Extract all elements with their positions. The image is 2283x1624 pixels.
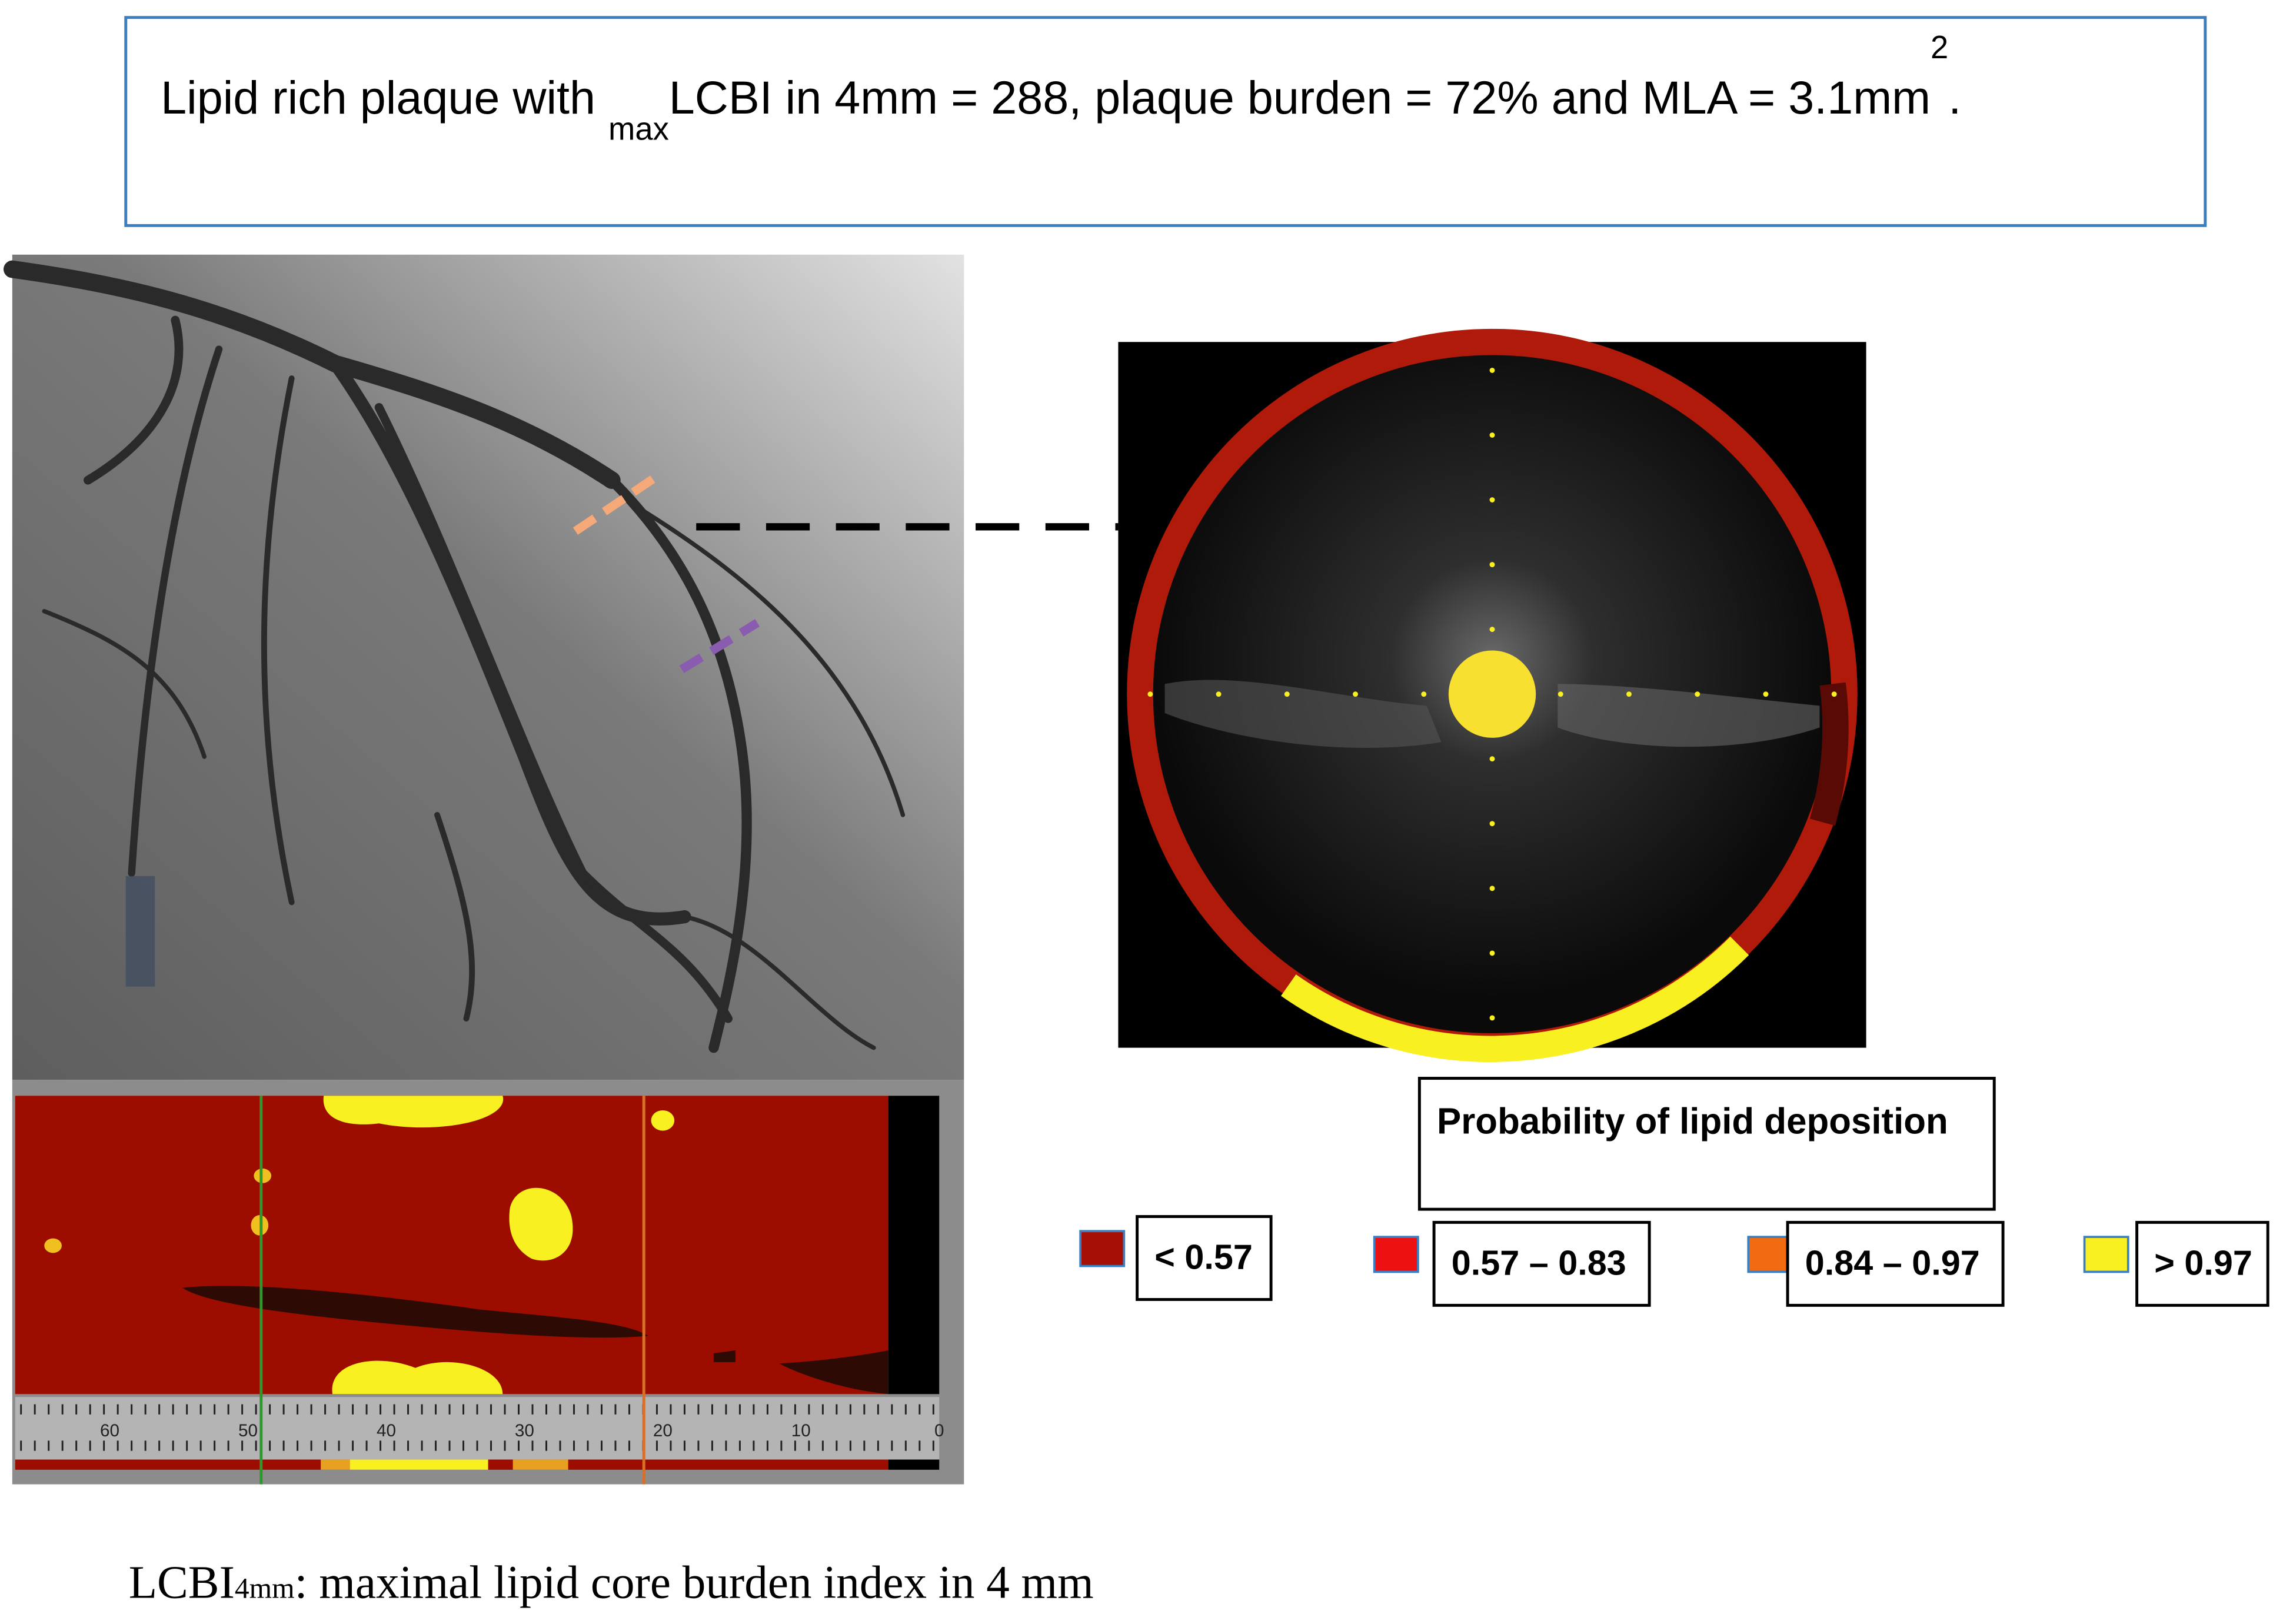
crosshair-dot <box>1489 756 1495 762</box>
crosshair-dot <box>1353 691 1358 697</box>
legend-swatch <box>1373 1236 1419 1273</box>
crosshair-dot <box>1489 627 1495 633</box>
legend-label: < 0.57 <box>1154 1237 1253 1277</box>
marker-orange <box>573 474 658 535</box>
legend-title: Probability of lipid deposition <box>1437 1101 1948 1142</box>
footnote-text: : maximal lipid core burden index in 4 m… <box>295 1556 1094 1608</box>
legend-label-box <box>1136 1215 1273 1301</box>
legend-label-box <box>1786 1220 2005 1307</box>
header-superscript: 2 <box>1931 29 1948 65</box>
crosshair-dot <box>1489 821 1495 827</box>
scale-label: 50 <box>238 1421 258 1440</box>
legend-swatch <box>1747 1236 1793 1273</box>
crosshair-dot <box>1626 691 1632 697</box>
scale-label: 0 <box>934 1421 944 1440</box>
scale-label: 30 <box>515 1421 534 1440</box>
header-box <box>124 16 2207 227</box>
crosshair-dot <box>1763 691 1769 697</box>
crosshair-dot <box>1489 950 1495 956</box>
scale-label: 40 <box>377 1421 396 1440</box>
crosshair-dot <box>1558 691 1563 697</box>
crosshair-dot <box>1284 691 1290 697</box>
crosshair-dot <box>1831 691 1837 697</box>
marker-purple <box>679 619 760 673</box>
legend-swatch <box>2083 1236 2129 1273</box>
header-text: Lipid rich plaque with <box>161 71 608 124</box>
crosshair-dot <box>1489 886 1495 891</box>
legend: < 0.57 0.57 – 0.83 0.84 – 0.97 > 0.97 <box>1079 1215 2269 1307</box>
crosshair-dot <box>1489 497 1495 502</box>
legend-label: 0.84 – 0.97 <box>1805 1243 1980 1282</box>
crosshair-dot <box>1489 562 1495 568</box>
scale-label: 60 <box>100 1421 119 1440</box>
legend-label-box <box>2135 1220 2269 1307</box>
ivus-image <box>1118 328 1866 1062</box>
legend-label: > 0.97 <box>2154 1243 2252 1282</box>
legend-label: 0.57 – 0.83 <box>1452 1243 1626 1282</box>
crosshair-dot <box>1216 691 1222 697</box>
crosshair-dot <box>1489 432 1495 438</box>
header-text: LCBI in 4mm = 288, plaque burden = 72% a… <box>669 71 1931 124</box>
crosshair-dot <box>1489 367 1495 373</box>
scale-label: 20 <box>653 1421 673 1440</box>
chemogram: 60 50 40 30 20 10 0 <box>12 1080 964 1485</box>
header-text: . <box>1948 71 1961 124</box>
crosshair-dot <box>1489 1015 1495 1021</box>
angiogram <box>4 254 964 1080</box>
crosshair-dot <box>1421 691 1427 697</box>
legend-swatch <box>1079 1230 1126 1267</box>
header-title: Lipid rich plaque with maxLCBI in 4mm = … <box>161 29 1961 147</box>
header-subscript: max <box>608 111 669 147</box>
crosshair-dot <box>1147 691 1153 697</box>
legend-title-box <box>1417 1077 1996 1211</box>
scale-label: 10 <box>791 1421 811 1440</box>
legend-label-box <box>1432 1220 1651 1307</box>
crosshair-dot <box>1695 691 1700 697</box>
footnote-text: LCBI <box>129 1556 235 1608</box>
footnote-subscript: 4mm <box>235 1572 295 1604</box>
footnote: LCBI4mm: maximal lipid core burden index… <box>129 1556 1094 1608</box>
